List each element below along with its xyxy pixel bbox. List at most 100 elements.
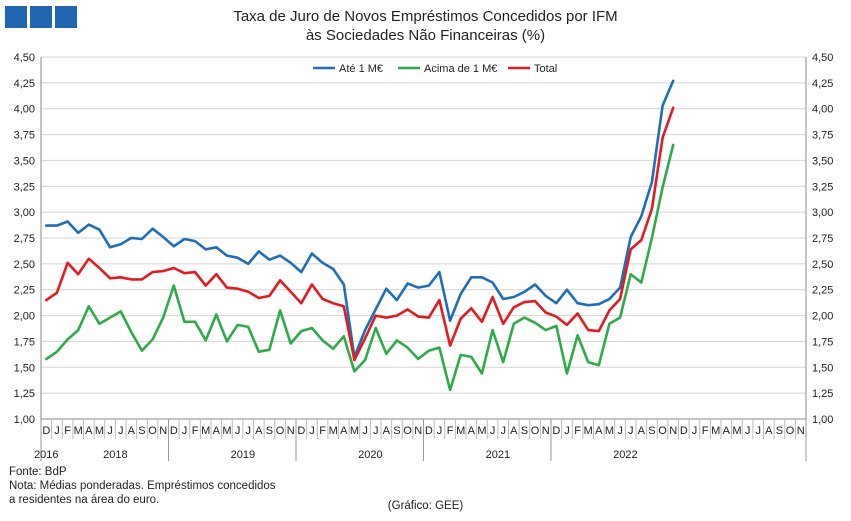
x-tick-label: D xyxy=(42,425,50,437)
x-tick-label: N xyxy=(669,425,677,437)
x-tick-label: M xyxy=(350,425,359,437)
x-tick-label: D xyxy=(170,425,178,437)
x-tick-label: M xyxy=(456,425,465,437)
x-tick-label: M xyxy=(732,425,741,437)
x-tick-label: N xyxy=(797,425,805,437)
y-tick-label-left: 3,25 xyxy=(14,181,35,193)
x-tick-label: F xyxy=(192,425,199,437)
y-tick-label-left: 3,50 xyxy=(14,155,35,167)
y-tick-label-right: 2,50 xyxy=(812,259,833,271)
x-tick-label: F xyxy=(64,425,71,437)
legend-label: Total xyxy=(534,63,557,75)
legend-label: Até 1 M€ xyxy=(339,63,383,75)
y-tick-label-left: 4,25 xyxy=(14,78,35,90)
x-tick-label: J xyxy=(755,425,761,437)
x-tick-label: S xyxy=(776,425,783,437)
y-tick-label-left: 1,25 xyxy=(14,388,35,400)
x-tick-label: M xyxy=(711,425,720,437)
x-tick-label: M xyxy=(222,425,231,437)
method-note-line2: a residentes na área do euro. xyxy=(9,494,160,506)
y-tick-label-right: 2,00 xyxy=(812,311,833,323)
y-tick-label-left: 1,75 xyxy=(14,336,35,348)
x-tick-label: N xyxy=(414,425,422,437)
x-tick-label: S xyxy=(266,425,273,437)
x-tick-label: M xyxy=(74,425,83,437)
x-tick-label: F xyxy=(702,425,709,437)
x-tick-label: O xyxy=(276,425,285,437)
series-line xyxy=(44,79,675,359)
x-tick-label: D xyxy=(425,425,433,437)
logo-square xyxy=(5,6,27,28)
x-tick-label: J xyxy=(490,425,496,437)
x-tick-label: A xyxy=(340,425,348,437)
x-tick-label: M xyxy=(95,425,104,437)
x-tick-label: A xyxy=(723,425,731,437)
x-tick-label: F xyxy=(574,425,581,437)
y-tick-label-right: 1,75 xyxy=(812,336,833,348)
x-tick-label: A xyxy=(85,425,93,437)
x-tick-label: J xyxy=(628,425,634,437)
x-tick-label: A xyxy=(765,425,773,437)
x-tick-label: M xyxy=(201,425,210,437)
x-tick-label: M xyxy=(477,425,486,437)
x-tick-label: J xyxy=(745,425,751,437)
y-tick-label-right: 3,75 xyxy=(812,130,833,142)
x-tick-label: J xyxy=(617,425,623,437)
x-tick-label: J xyxy=(245,425,251,437)
chart-title: Taxa de Juro de Novos Empréstimos Conced… xyxy=(233,8,618,25)
y-tick-label-right: 1,00 xyxy=(812,414,833,426)
x-tick-label: D xyxy=(552,425,560,437)
x-tick-label: J xyxy=(309,425,315,437)
x-tick-label: A xyxy=(128,425,136,437)
x-tick-label: F xyxy=(447,425,454,437)
y-tick-label-left: 2,25 xyxy=(14,285,35,297)
year-label: 2020 xyxy=(358,449,382,461)
chart-subtitle: às Sociedades Não Financeiras (%) xyxy=(305,27,546,44)
y-tick-label-left: 3,75 xyxy=(14,130,35,142)
x-tick-label: S xyxy=(648,425,655,437)
y-tick-label-right: 2,25 xyxy=(812,285,833,297)
y-tick-label-right: 1,50 xyxy=(812,362,833,374)
x-tick-label: N xyxy=(287,425,295,437)
x-tick-label: O xyxy=(531,425,540,437)
year-label: 2021 xyxy=(486,449,510,461)
x-tick-label: J xyxy=(500,425,506,437)
x-tick-label: A xyxy=(595,425,603,437)
y-tick-label-right: 4,00 xyxy=(812,104,833,116)
y-tick-label-right: 3,50 xyxy=(812,155,833,167)
x-tick-label: N xyxy=(159,425,167,437)
series-line xyxy=(44,106,675,362)
y-tick-label-left: 4,50 xyxy=(14,52,35,64)
x-tick-label: S xyxy=(521,425,528,437)
x-tick-label: A xyxy=(468,425,476,437)
chart-credit: (Gráfico: GEE) xyxy=(387,500,464,512)
x-tick-label: A xyxy=(213,425,221,437)
x-tick-label: S xyxy=(393,425,400,437)
x-tick-label: S xyxy=(138,425,145,437)
y-tick-label-left: 2,75 xyxy=(14,233,35,245)
year-label: 2016 xyxy=(34,449,58,461)
x-tick-label: O xyxy=(658,425,667,437)
x-tick-label: J xyxy=(692,425,698,437)
x-tick-label: J xyxy=(437,425,443,437)
source-note: Fonte: BdP xyxy=(9,466,67,478)
x-tick-label: A xyxy=(255,425,263,437)
x-tick-label: J xyxy=(235,425,241,437)
year-label: 2018 xyxy=(103,449,127,461)
y-tick-label-right: 4,50 xyxy=(812,52,833,64)
y-tick-label-left: 1,50 xyxy=(14,362,35,374)
y-tick-label-left: 2,00 xyxy=(14,311,35,323)
x-tick-label: M xyxy=(584,425,593,437)
x-tick-label: D xyxy=(680,425,688,437)
x-tick-label: J xyxy=(182,425,188,437)
y-tick-label-right: 1,25 xyxy=(812,388,833,400)
year-label: 2019 xyxy=(231,449,255,461)
x-tick-label: O xyxy=(148,425,157,437)
x-tick-label: A xyxy=(638,425,646,437)
y-tick-label-right: 4,25 xyxy=(812,78,833,90)
logo-square xyxy=(55,6,77,28)
y-tick-label-right: 3,00 xyxy=(812,207,833,219)
x-tick-label: M xyxy=(329,425,338,437)
x-tick-label: M xyxy=(605,425,614,437)
